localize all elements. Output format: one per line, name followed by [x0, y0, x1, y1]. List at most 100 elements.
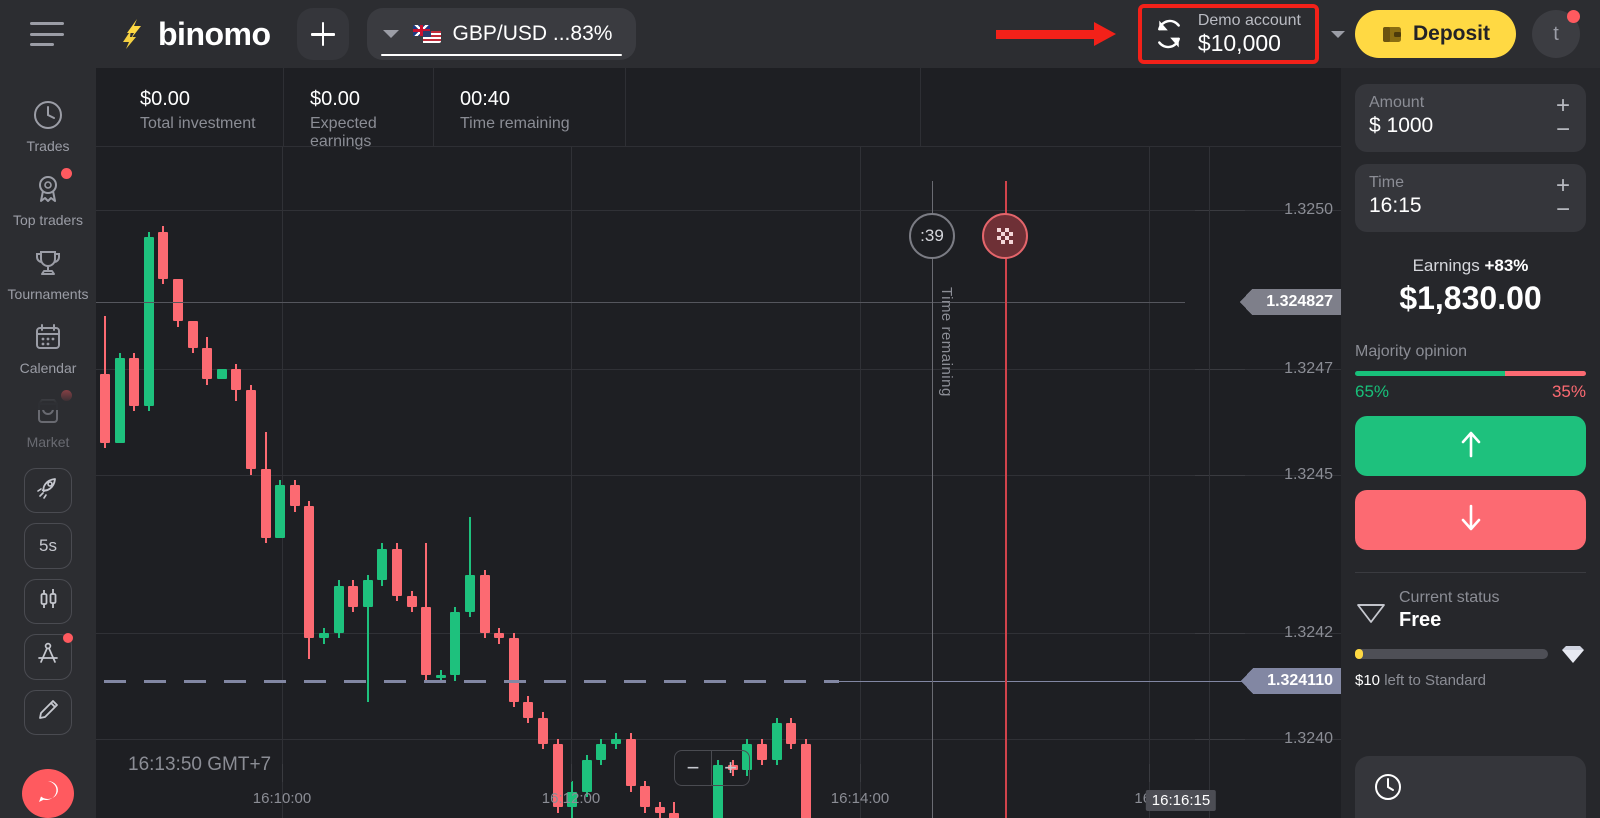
- asset-label: GBP/USD ...83%: [452, 22, 613, 45]
- y-tick: [1195, 474, 1245, 476]
- trade-panel: Amount $ 1000 + − Time 16:15 + − Earning…: [1341, 68, 1600, 818]
- amount-decrease-button[interactable]: −: [1555, 116, 1570, 143]
- chart-gridline: [96, 474, 1341, 476]
- candle-body: [187, 321, 198, 348]
- zoom-out-button[interactable]: −: [675, 751, 712, 785]
- add-chart-button[interactable]: [296, 8, 349, 60]
- chart-zoom-controls[interactable]: − +: [674, 750, 750, 786]
- candlestick: [654, 147, 665, 818]
- amount-field[interactable]: Amount $ 1000 + −: [1355, 84, 1586, 152]
- candlestick: [669, 147, 680, 818]
- expiry-timer-bubble[interactable]: :39: [909, 213, 955, 259]
- expiry-axis-label: Time remaining: [938, 287, 955, 397]
- badge-dot-icon: [63, 633, 73, 644]
- zoom-in-button[interactable]: +: [724, 755, 737, 780]
- badge-dot-icon: [61, 168, 72, 179]
- rocket-icon: [35, 475, 61, 506]
- avatar-initial: t: [1553, 22, 1559, 45]
- candle-body: [100, 374, 110, 443]
- candlestick: [815, 147, 825, 818]
- brand-logo[interactable]: binomo: [120, 16, 271, 53]
- amount-increase-button[interactable]: +: [1555, 92, 1570, 119]
- sidebar-item-top-traders[interactable]: Top traders: [0, 162, 96, 236]
- tool-button-chart-type[interactable]: [24, 578, 72, 625]
- time-decrease-button[interactable]: −: [1555, 196, 1570, 223]
- sidebar-item-market[interactable]: Market: [0, 384, 96, 458]
- tool-button-timeframe[interactable]: 5s: [24, 523, 72, 569]
- binomo-lightning-icon: [123, 19, 141, 49]
- trophy-icon: [31, 246, 65, 280]
- shopping-bag-icon: [31, 394, 65, 428]
- y-axis-label: 1.3250: [1284, 201, 1333, 219]
- brand-name: binomo: [158, 15, 271, 52]
- candlestick: [494, 147, 505, 818]
- y-axis-label: 1.3245: [1284, 465, 1333, 483]
- candle-body: [319, 633, 329, 639]
- question-chat-icon: ?: [33, 776, 63, 811]
- trade-history-card[interactable]: [1355, 756, 1586, 818]
- majority-down-percent: 35%: [1551, 382, 1586, 401]
- time-increase-button[interactable]: +: [1555, 172, 1570, 199]
- refresh-accounts-icon: [1157, 19, 1180, 49]
- account-switcher[interactable]: Demo account $10,000: [1137, 4, 1319, 64]
- majority-up-segment: [1355, 371, 1506, 376]
- sidebar-label: Trades: [26, 138, 70, 154]
- time-field[interactable]: Time 16:15 + −: [1355, 164, 1586, 232]
- candlestick: [727, 147, 738, 818]
- tool-button-rocket[interactable]: [24, 468, 72, 514]
- y-axis-label: 1.3240: [1284, 729, 1333, 747]
- candle-body: [508, 638, 519, 702]
- chart-timestamp: 16:13:50 GMT+7: [128, 754, 272, 775]
- help-button[interactable]: ?: [22, 768, 74, 818]
- candlestick: [216, 147, 227, 818]
- candle-body: [421, 606, 432, 676]
- account-dropdown-caret-icon[interactable]: [1330, 30, 1345, 38]
- deal-marker-bubble[interactable]: [982, 213, 1028, 259]
- candle-wick: [673, 802, 676, 818]
- candle-body: [362, 580, 373, 607]
- candle-wick: [366, 574, 369, 702]
- sidebar-item-trades[interactable]: Trades: [0, 88, 96, 162]
- sidebar-item-calendar[interactable]: Calendar: [0, 310, 96, 384]
- notification-dot-icon: [1567, 10, 1580, 23]
- asset-selector[interactable]: GBP/USD ...83%: [366, 8, 637, 60]
- earnings-label: Earnings: [1412, 256, 1480, 275]
- deposit-button[interactable]: Deposit: [1354, 10, 1516, 58]
- clock-icon: [31, 98, 65, 132]
- chart-gridline-vertical: [571, 147, 572, 818]
- award-ribbon-icon: [31, 172, 65, 206]
- sidebar-item-tournaments[interactable]: Tournaments: [0, 236, 96, 310]
- chart-plot[interactable]: 1.3250 1.3247 1.3245 1.3242 1.3240 1.324827 1.…: [96, 147, 1341, 818]
- candlestick: [699, 147, 709, 818]
- buy-up-button[interactable]: [1355, 416, 1586, 476]
- candlestick: [173, 147, 183, 818]
- majority-opinion-label: Majority opinion: [1355, 343, 1468, 360]
- amount-value: $ 1000: [1369, 114, 1434, 137]
- majority-percent-row: 65% 35%: [1355, 382, 1586, 402]
- chart-area[interactable]: $0.00 Total investment $0.00 Expected ea…: [96, 68, 1341, 818]
- x-axis-label: 16:10:00: [252, 790, 312, 807]
- sidebar: Trades Top traders Tournaments Calendar: [0, 68, 96, 818]
- chart-gridline: [96, 633, 1341, 635]
- candlestick: [348, 147, 359, 818]
- tool-button-pencil[interactable]: [24, 689, 72, 735]
- x-tick: [1149, 764, 1150, 782]
- candle-body: [392, 548, 402, 597]
- y-tick: [1195, 738, 1245, 740]
- calendar-icon: [31, 320, 65, 354]
- tool-button-drawing-tools[interactable]: [24, 633, 73, 680]
- buy-down-button[interactable]: [1355, 490, 1586, 550]
- hamburger-icon[interactable]: [30, 22, 64, 46]
- x-axis-label: 16:12:00: [541, 790, 601, 807]
- candle-body: [727, 765, 738, 771]
- avatar[interactable]: t: [1532, 10, 1580, 58]
- candlestick: [581, 147, 592, 818]
- stats-divider: [96, 146, 1341, 147]
- status-progress-fill: [1355, 649, 1363, 659]
- candlestick: [757, 147, 767, 818]
- candle-body: [611, 738, 621, 745]
- stat-label: Time remaining: [460, 115, 570, 132]
- candle-body: [114, 358, 125, 443]
- chart-gridline-vertical: [282, 147, 283, 818]
